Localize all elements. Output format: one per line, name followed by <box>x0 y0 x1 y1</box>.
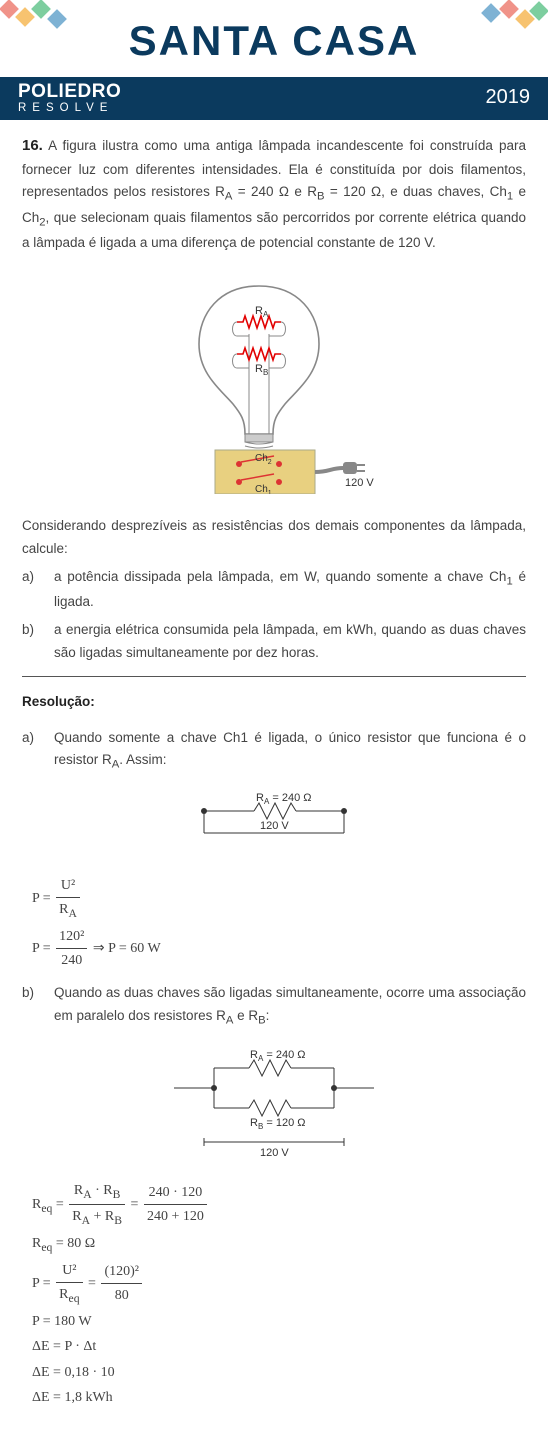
svg-text:RA = 240 Ω: RA = 240 Ω <box>250 1049 305 1063</box>
sol-b-label: b) <box>22 982 40 1038</box>
sol-b-eqs: Req = RA · RBRA + RB = 240 · 120240 + 12… <box>32 1179 526 1409</box>
option-b-text: a energia elétrica consumida pela lâmpad… <box>54 619 526 664</box>
poliedro-top: POLIEDRO <box>18 82 121 102</box>
svg-text:120 V: 120 V <box>260 820 289 832</box>
option-b: b) a energia elétrica consumida pela lâm… <box>22 619 526 664</box>
svg-text:RB: RB <box>255 363 268 377</box>
sol-b-eq1: Req = RA · RBRA + RB = 240 · 120240 + 12… <box>32 1179 526 1230</box>
year: 2019 <box>486 81 531 114</box>
svg-text:RA = 240 Ω: RA = 240 Ω <box>256 793 311 806</box>
sol-b-eq2: Req = 80 Ω <box>32 1232 526 1257</box>
sol-a-intro: Quando somente a chave Ch1 é ligada, o ú… <box>54 727 526 775</box>
sol-a-eq1: P = U²RA <box>32 874 526 923</box>
svg-text:120 V: 120 V <box>345 477 374 489</box>
sol-b-eq5: ΔE = P · Δt <box>32 1335 526 1358</box>
poliedro-block: POLIEDRO RESOLVE <box>18 82 121 114</box>
sol-a-label: a) <box>22 727 40 783</box>
sol-b-intro: Quando as duas chaves são ligadas simult… <box>54 982 526 1030</box>
sol-b: b) Quando as duas chaves são ligadas sim… <box>22 982 526 1038</box>
question-number: 16. <box>22 137 43 154</box>
divider <box>22 676 526 677</box>
brand-title: SANTA CASA <box>0 6 548 75</box>
question-body: 16. A figura ilustra como uma antiga lâm… <box>22 134 526 254</box>
sol-a-eq2: P = 120²240 ⇒ P = 60 W <box>32 925 526 972</box>
option-list: a) a potência dissipada pela lâmpada, em… <box>22 566 526 664</box>
sol-a-diagram: RA = 240 Ω 120 V <box>22 793 526 860</box>
content: 16. A figura ilustra como uma antiga lâm… <box>0 120 548 1438</box>
svg-text:RB = 120 Ω: RB = 120 Ω <box>250 1117 305 1131</box>
svg-text:RA: RA <box>255 305 269 319</box>
sol-b-eq4: P = 180 W <box>32 1310 526 1333</box>
solution-header: Resolução: <box>22 691 526 713</box>
svg-text:120 V: 120 V <box>260 1147 289 1158</box>
sol-b-eq3: P = U²Req = (120)²80 <box>32 1259 526 1308</box>
header-deco-left <box>0 0 70 36</box>
sol-a: a) Quando somente a chave Ch1 é ligada, … <box>22 727 526 783</box>
option-a-label: a) <box>22 566 40 614</box>
option-a-text: a potência dissipada pela lâmpada, em W,… <box>54 566 526 614</box>
sol-b-diagram: RA = 240 Ω RB = 120 Ω 120 V <box>22 1048 526 1165</box>
sol-b-eq6: ΔE = 0,18 · 10 <box>32 1361 526 1384</box>
header-top: SANTA CASA <box>0 0 548 77</box>
option-b-label: b) <box>22 619 40 664</box>
question-tail: Considerando desprezíveis as resistência… <box>22 515 526 560</box>
sol-a-eqs: P = U²RA P = 120²240 ⇒ P = 60 W <box>32 874 526 972</box>
header-deco-right <box>478 0 548 36</box>
poliedro-bottom: RESOLVE <box>18 102 121 114</box>
header-bar: POLIEDRO RESOLVE 2019 <box>0 77 548 120</box>
question-text: A figura ilustra como uma antiga lâmpada… <box>22 138 526 250</box>
option-a: a) a potência dissipada pela lâmpada, em… <box>22 566 526 614</box>
sol-b-eq7: ΔE = 1,8 kWh <box>32 1386 526 1409</box>
bulb-figure: RA RB Ch2 Ch1 120 V <box>22 264 526 501</box>
